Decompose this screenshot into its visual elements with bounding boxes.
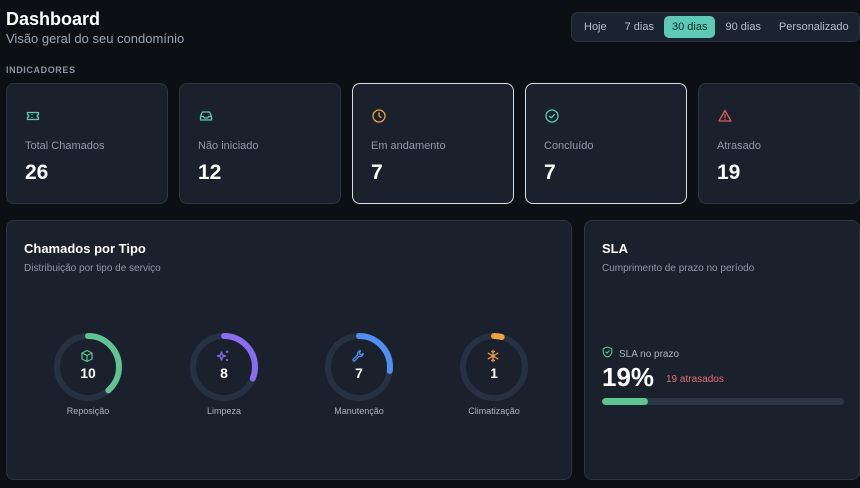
kpi-label: Em andamento <box>371 140 446 152</box>
section-label-indicadores: INDICADORES <box>6 65 76 75</box>
page-title: Dashboard <box>6 9 101 29</box>
sla-panel-subtitle: Cumprimento de prazo no período <box>602 263 755 274</box>
kpi-card-concluido[interactable]: Concluído 7 <box>525 83 687 204</box>
kpi-value: 19 <box>717 161 741 184</box>
kpi-card-atrasado[interactable]: Atrasado 19 <box>698 83 860 204</box>
kpi-value: 26 <box>25 161 49 184</box>
sla-percent: 19% <box>602 362 655 392</box>
kpi-card-em-andamento[interactable]: Em andamento 7 <box>352 83 514 204</box>
donut-ring <box>325 333 393 401</box>
snowflake-icon <box>486 349 500 363</box>
sla-status-label: SLA no prazo <box>619 348 680 360</box>
kpi-label: Total Chamados <box>25 140 105 152</box>
kpi-label: Não iniciado <box>198 140 259 152</box>
sla-progress-bar <box>602 398 844 405</box>
donut-label: Manutenção <box>334 406 384 416</box>
donut-ring <box>460 333 528 401</box>
kpi-card-nao-iniciado[interactable]: Não iniciado 12 <box>179 83 341 204</box>
kpi-value: 12 <box>198 161 222 184</box>
kpi-label: Atrasado <box>717 140 762 152</box>
box-icon <box>80 349 94 363</box>
donut-value: 1 <box>490 365 498 381</box>
kpi-card-total[interactable]: Total Chamados 26 <box>6 83 168 204</box>
sla-panel: SLA Cumprimento de prazo no período SLA … <box>584 220 860 480</box>
range-7-dias-button[interactable]: 7 dias <box>624 21 654 33</box>
donut-label: Climatização <box>468 406 520 416</box>
donut-ring <box>54 333 122 401</box>
donut-value: 8 <box>220 365 228 381</box>
sla-progress-fill <box>602 398 648 405</box>
alert-triangle-icon <box>717 108 733 124</box>
donut-manutencao[interactable]: 7 Manutenção <box>323 331 395 421</box>
donut-climatizacao[interactable]: 1 Climatização <box>458 331 530 421</box>
sla-status-row: SLA no prazo <box>602 345 679 363</box>
donut-value: 10 <box>80 365 96 381</box>
wrench-icon <box>351 349 365 363</box>
sla-panel-title: SLA <box>602 241 628 256</box>
page-header: Dashboard Visão geral do seu condomínio <box>6 8 184 46</box>
sla-late-count: 19 atrasados <box>666 374 724 385</box>
range-personalizado-button[interactable]: Personalizado <box>778 21 849 33</box>
range-30-dias-button[interactable]: 30 dias <box>663 16 716 38</box>
kpi-label: Concluído <box>544 140 594 152</box>
donut-limpeza[interactable]: 8 Limpeza <box>188 331 260 421</box>
types-panel: Chamados por Tipo Distribuição por tipo … <box>6 220 572 480</box>
donut-label: Limpeza <box>206 406 242 416</box>
clock-icon <box>371 108 387 124</box>
date-range-selector: Hoje 7 dias 30 dias 90 dias Personalizad… <box>571 12 860 42</box>
check-circle-icon <box>544 108 560 124</box>
kpi-value: 7 <box>371 161 383 184</box>
types-panel-title: Chamados por Tipo <box>24 241 146 256</box>
donut-ring <box>190 333 258 401</box>
donut-reposicao[interactable]: 10 Reposição <box>52 331 124 421</box>
kpi-value: 7 <box>544 161 556 184</box>
sparkles-icon <box>216 349 230 363</box>
types-panel-subtitle: Distribuição por tipo de serviço <box>24 263 161 274</box>
donut-value: 7 <box>355 365 363 381</box>
range-hoje-button[interactable]: Hoje <box>584 21 607 33</box>
range-90-dias-button[interactable]: 90 dias <box>725 21 761 33</box>
page-subtitle: Visão geral do seu condomínio <box>6 31 185 46</box>
donut-label: Reposição <box>66 406 110 416</box>
inbox-icon <box>198 108 214 124</box>
ticket-icon <box>25 108 41 124</box>
shield-check-icon <box>602 345 613 363</box>
